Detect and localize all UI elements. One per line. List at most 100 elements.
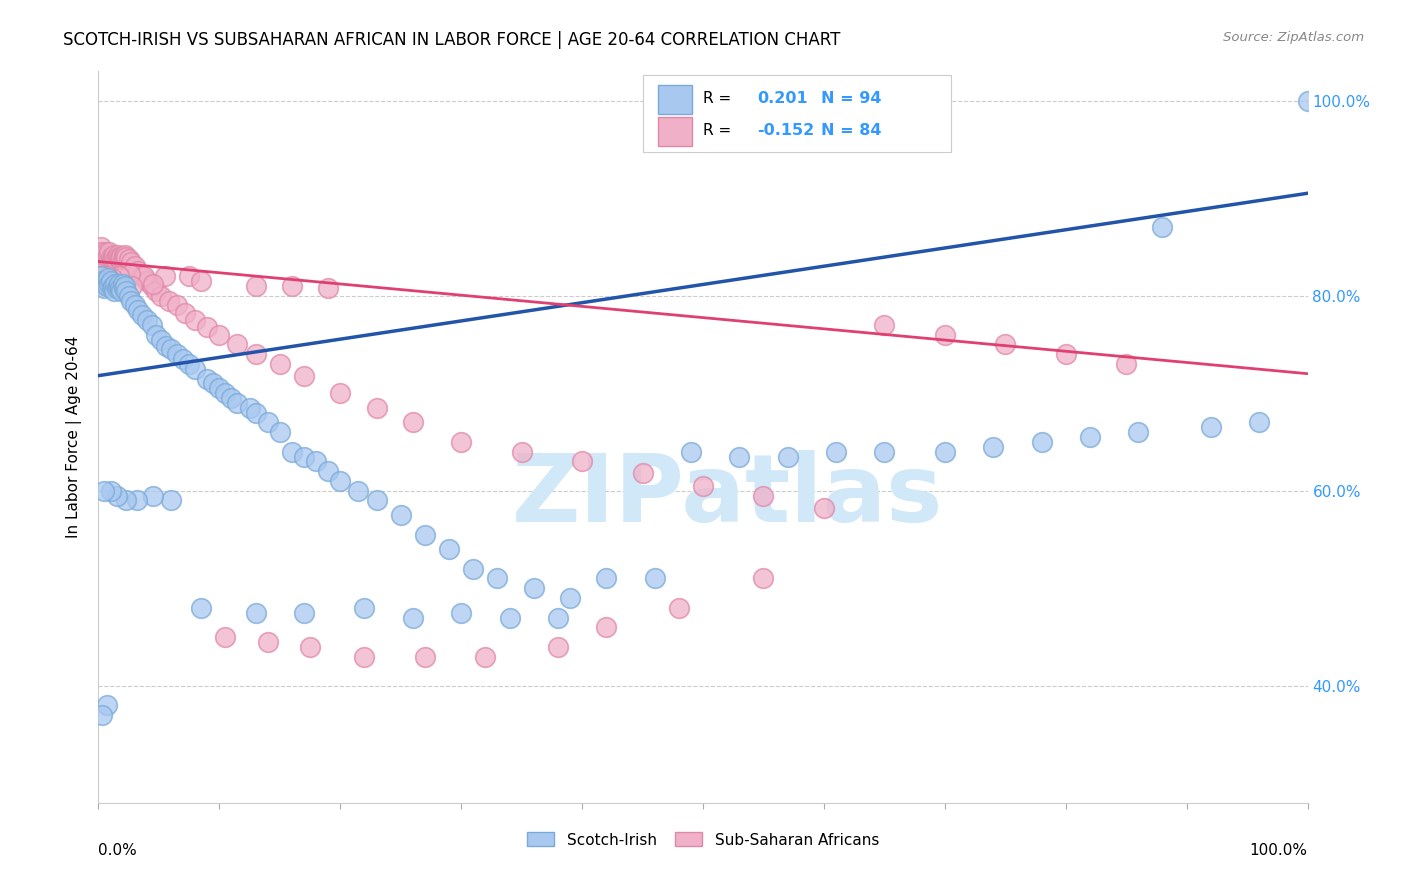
Point (96, 279, 118, 293)
Point (595, 572, 617, 586)
Point (752, 489, 775, 503)
Point (91, 277, 114, 291)
Point (825, 444, 848, 458)
Legend: Scotch-Irish, Sub-Saharan Africans: Scotch-Irish, Sub-Saharan Africans (520, 826, 886, 854)
Point (135, 313, 157, 327)
Point (115, 284, 138, 298)
Point (97, 271, 120, 285)
Point (100, 271, 122, 285)
Point (100, 250, 122, 264)
Point (571, 454, 593, 468)
Point (103, 284, 125, 298)
Point (134, 269, 156, 284)
Point (558, 591, 581, 605)
Point (98, 277, 121, 291)
Point (108, 277, 131, 291)
Point (214, 386, 236, 401)
Point (329, 386, 352, 401)
Point (245, 347, 267, 361)
Point (142, 277, 165, 291)
Point (91, 274, 114, 288)
Point (96, 698, 118, 713)
Point (245, 606, 267, 620)
Point (366, 401, 388, 415)
Point (631, 466, 654, 480)
Point (437, 542, 460, 557)
Point (91, 244, 114, 259)
Point (179, 269, 201, 284)
Point (413, 649, 436, 664)
Point (1152, 220, 1174, 235)
FancyBboxPatch shape (643, 75, 950, 152)
Point (174, 306, 197, 320)
Point (155, 339, 177, 353)
Point (108, 269, 131, 284)
Point (131, 269, 153, 284)
Point (150, 333, 173, 347)
Point (124, 298, 146, 312)
Point (934, 327, 956, 342)
Point (107, 279, 129, 293)
Point (98, 244, 121, 259)
Point (292, 450, 315, 464)
Point (305, 454, 328, 468)
Point (679, 444, 702, 458)
Point (994, 337, 1017, 351)
Point (94, 279, 117, 293)
Point (100, 281, 122, 295)
Text: 0.201: 0.201 (758, 91, 808, 106)
Point (226, 396, 249, 410)
Y-axis label: In Labor Force | Age 20-64: In Labor Force | Age 20-64 (66, 336, 83, 538)
Text: R =: R = (703, 123, 731, 138)
Point (157, 293, 180, 308)
Point (728, 450, 751, 464)
Point (595, 620, 617, 634)
Point (547, 640, 569, 654)
Point (389, 508, 412, 522)
Point (873, 318, 896, 332)
Point (498, 610, 520, 624)
Point (353, 649, 375, 664)
FancyBboxPatch shape (658, 117, 692, 146)
Point (145, 327, 167, 342)
Point (208, 327, 231, 342)
Point (107, 281, 129, 295)
Point (127, 493, 149, 508)
Point (111, 277, 134, 291)
Point (281, 279, 304, 293)
Point (1296, 94, 1319, 108)
Point (813, 501, 835, 516)
Point (105, 489, 128, 503)
Point (981, 440, 1004, 454)
Point (166, 347, 188, 361)
Point (110, 284, 132, 298)
Point (141, 279, 163, 293)
Point (450, 434, 472, 449)
Point (104, 252, 127, 266)
Point (153, 269, 176, 284)
Point (292, 606, 315, 620)
Point (450, 606, 472, 620)
Point (668, 600, 690, 615)
Point (118, 267, 141, 281)
Point (108, 252, 131, 266)
Point (93, 281, 115, 295)
Point (120, 293, 142, 308)
Point (402, 416, 425, 430)
Point (245, 406, 267, 420)
Point (105, 281, 128, 295)
Point (112, 281, 135, 295)
Point (141, 318, 163, 332)
Point (91, 271, 114, 285)
Point (127, 264, 149, 278)
Point (135, 274, 157, 288)
Point (776, 450, 799, 464)
Point (97, 248, 120, 262)
Point (107, 248, 129, 262)
Point (353, 600, 375, 615)
Point (124, 260, 146, 274)
Point (91, 269, 114, 284)
Point (221, 391, 243, 405)
Point (269, 425, 291, 440)
Point (108, 250, 131, 264)
